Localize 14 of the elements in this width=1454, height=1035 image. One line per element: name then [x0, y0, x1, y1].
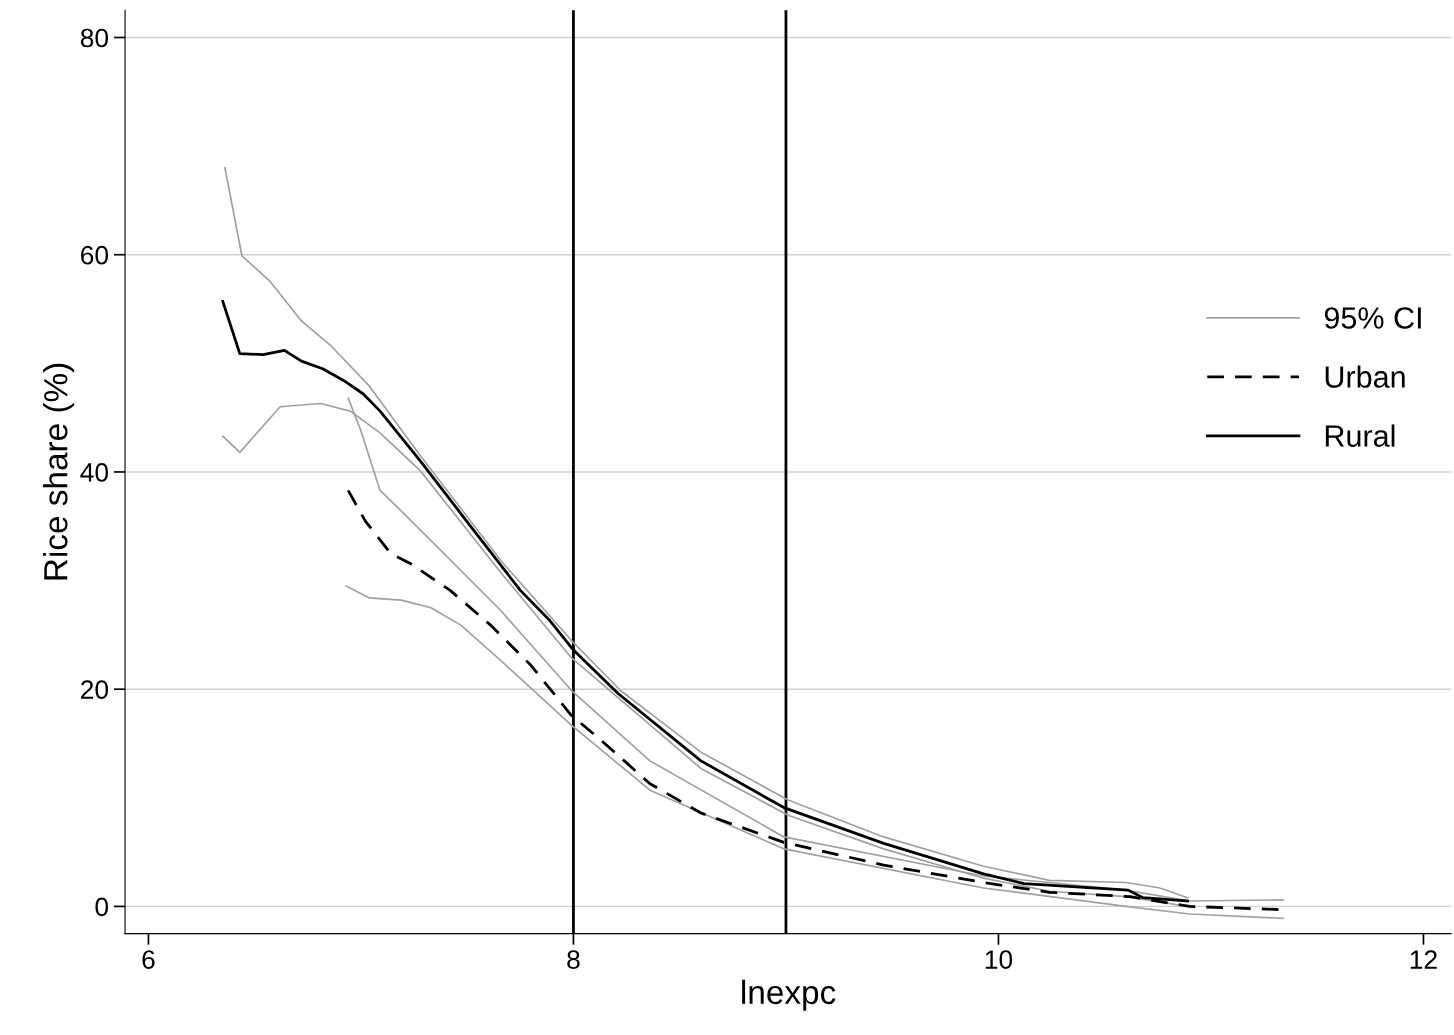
x-tick-label: 6 [142, 950, 155, 969]
y-tick-label: 40 [80, 463, 109, 482]
legend-label: Urban [1325, 365, 1405, 388]
y-tick-label: 80 [80, 28, 109, 48]
y-axis-title: Rice share (%) [43, 363, 75, 580]
y-tick-label: 0 [95, 897, 109, 917]
legend-label: Rural [1325, 424, 1395, 447]
y-tick-label: 60 [81, 245, 109, 265]
x-tick-label: 8 [567, 950, 580, 969]
x-axis-title: lnexpc [742, 979, 836, 1011]
x-tick-label: 10 [985, 950, 1013, 969]
x-tick-label: 12 [1410, 950, 1437, 969]
y-tick-label: 20 [81, 680, 109, 700]
legend-label: 95% CI [1324, 307, 1421, 329]
